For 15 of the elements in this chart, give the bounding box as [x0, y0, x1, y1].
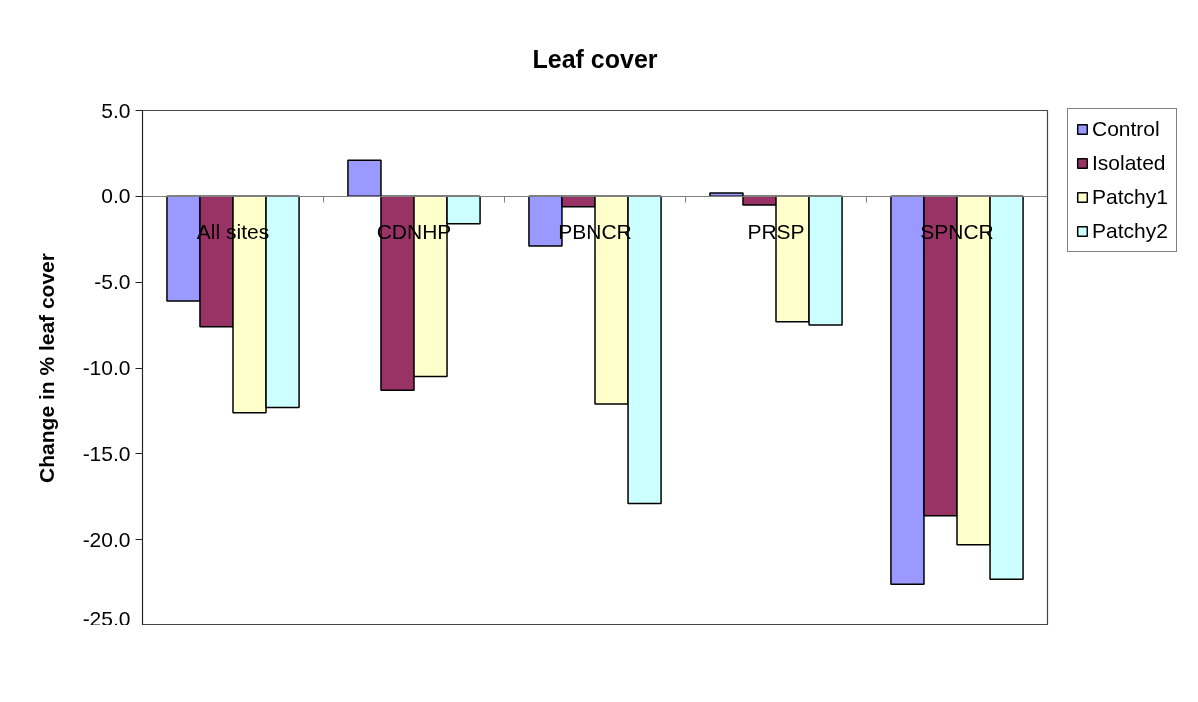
y-tick-label: 5.0: [101, 98, 131, 122]
legend-label: Patchy1: [1092, 185, 1168, 209]
chart-title: Leaf cover: [532, 44, 658, 73]
y-tick-label: -25.0: [82, 606, 131, 630]
x-tick-label: CDNHP: [376, 220, 452, 244]
y-tick-label: -15.0: [82, 441, 131, 465]
legend-label: Isolated: [1092, 151, 1166, 175]
y-tick-label: -10.0: [82, 356, 131, 379]
y-tick-label: -5.0: [94, 270, 131, 294]
y-tick-label: -20.0: [82, 527, 131, 551]
x-tick-label: SPNCR: [920, 220, 994, 244]
y-axis-title: Change in % leaf cover: [34, 253, 58, 483]
y-tick-label: 0.0: [101, 184, 131, 208]
legend-label: Patchy2: [1092, 219, 1168, 243]
legend-label: Control: [1092, 117, 1160, 141]
